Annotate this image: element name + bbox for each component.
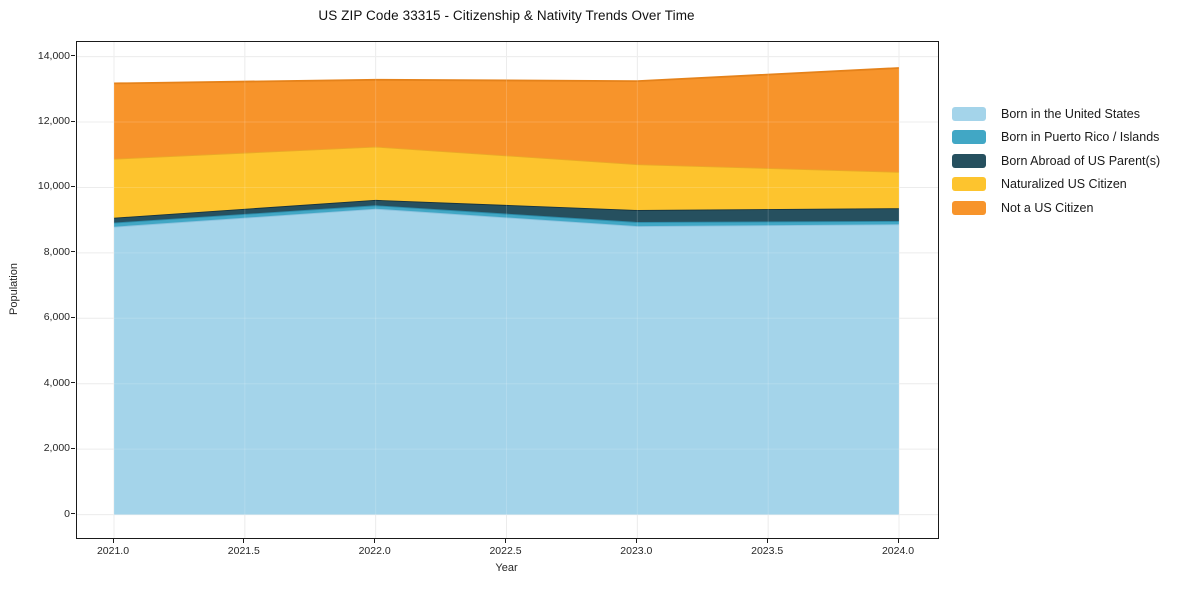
legend-item: Born in Puerto Rico / Islands [952, 126, 1160, 150]
x-axis-tick-mark [635, 538, 637, 543]
area-series-4 [114, 146, 899, 218]
legend-label: Naturalized US Citizen [1001, 177, 1127, 192]
y-axis-tick-label: 4,000 [43, 376, 70, 389]
x-axis-title: Year [495, 562, 518, 574]
legend-swatch [952, 130, 986, 145]
legend-label: Born in Puerto Rico / Islands [1001, 130, 1160, 145]
x-axis-tick-mark [897, 538, 899, 543]
y-axis-tick-label: 8,000 [43, 245, 70, 258]
legend-item: Not a US Citizen [952, 196, 1160, 220]
legend-item: Born Abroad of US Parent(s) [952, 149, 1160, 173]
legend-swatch [952, 153, 986, 168]
x-axis-tick-mark [112, 538, 114, 543]
area-series-2 [114, 205, 899, 227]
legend-item: Born in the United States [952, 102, 1160, 126]
plot-area [76, 41, 939, 539]
y-axis-tick-mark [71, 251, 75, 253]
legend-label: Born Abroad of US Parent(s) [1001, 153, 1161, 168]
x-axis-tick-label: 2022.0 [358, 545, 391, 557]
legend-swatch [952, 177, 986, 192]
chart-title: US ZIP Code 33315 - Citizenship & Nativi… [318, 8, 695, 23]
x-axis-tick-mark [505, 538, 506, 543]
y-axis-tick-label: 12,000 [37, 115, 70, 128]
y-axis-tick-label: 6,000 [43, 311, 70, 324]
area-series-5 [114, 68, 899, 172]
y-axis-tick-label: 10,000 [37, 180, 70, 193]
y-axis-tick-mark [71, 55, 75, 57]
x-axis-tick-label: 2021.0 [96, 545, 130, 557]
y-axis-tick-label: 0 [64, 507, 70, 520]
y-axis-tick-mark [71, 185, 75, 187]
y-axis-tick-label: 14,000 [37, 49, 70, 62]
x-axis-tick-label: 2022.5 [489, 545, 522, 557]
y-axis-tick-mark [71, 120, 75, 122]
y-axis-tick-mark [71, 513, 75, 515]
x-axis-tick-label: 2021.5 [227, 545, 260, 557]
stacked-area-chart [77, 42, 938, 538]
area-series-4-edge [113, 145, 900, 173]
y-axis-tick-mark [71, 316, 75, 318]
x-axis-tick-mark [374, 538, 376, 543]
legend-swatch [952, 106, 986, 121]
x-axis-tick-label: 2023.0 [620, 545, 653, 557]
legend-item: Naturalized US Citizen [952, 173, 1160, 197]
legend-swatch [952, 200, 986, 215]
y-axis-tick-mark [71, 382, 75, 384]
x-axis-tick-label: 2024.0 [881, 545, 915, 557]
x-axis-tick-mark [243, 538, 245, 543]
y-axis-tick-label: 2,000 [43, 442, 70, 455]
area-series-3 [114, 199, 899, 223]
area-series-5-edge [113, 67, 900, 85]
x-axis-tick-label: 2023.5 [751, 545, 784, 557]
area-series-1 [114, 208, 899, 515]
legend-label: Not a US Citizen [1001, 200, 1094, 215]
legend-label: Born in the United States [1001, 106, 1140, 121]
legend: Born in the United States Born in Puerto … [952, 102, 1160, 220]
x-axis-tick-mark [766, 538, 768, 543]
y-axis-tick-mark [71, 447, 75, 449]
